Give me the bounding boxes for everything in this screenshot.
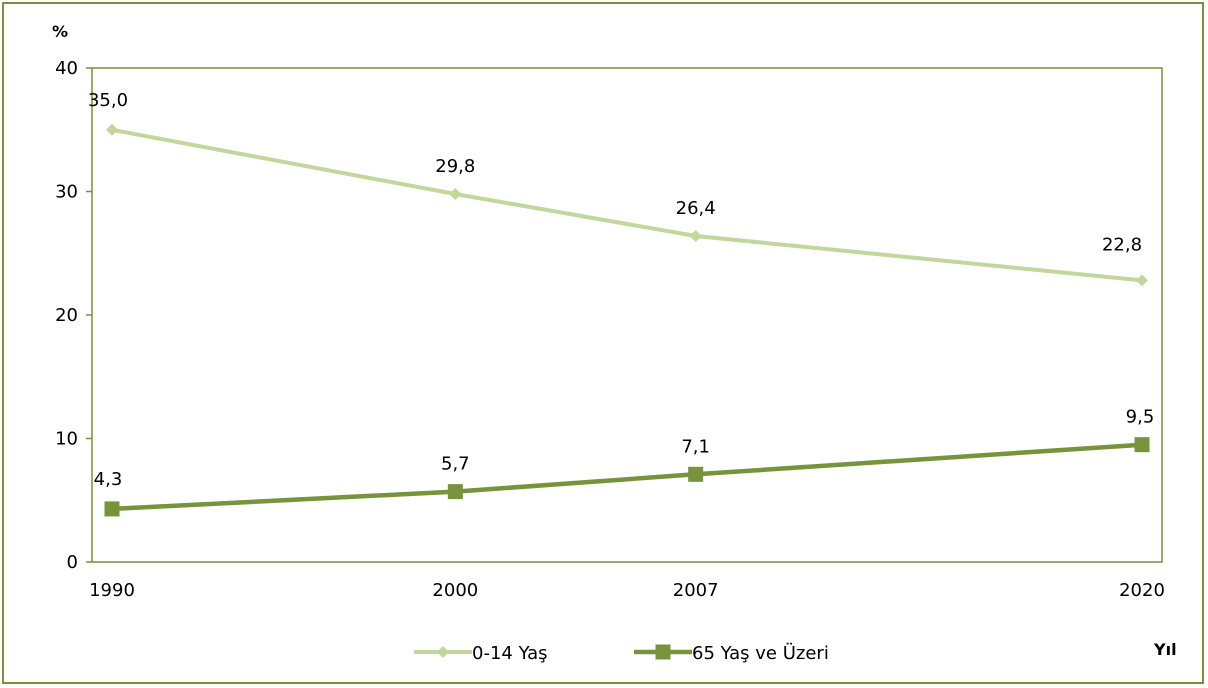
data-label: 22,8 [1102, 234, 1142, 255]
x-tick-label: 2007 [673, 580, 719, 601]
data-label: 29,8 [435, 156, 475, 177]
data-point [689, 229, 702, 242]
data-point [447, 484, 463, 500]
y-axis-label: % [52, 22, 68, 41]
data-label: 35,0 [88, 90, 128, 111]
x-axis-label: Yıl [1153, 640, 1177, 659]
y-tick-label: 30 [55, 182, 78, 203]
legend-label: 65 Yaş ve Üzeri [692, 642, 829, 664]
legend-marker [655, 644, 671, 660]
data-label: 7,1 [681, 436, 710, 457]
series-layer: 35,0 29,8 26,4 22,8 4,3 5,7 7,1 9,5 [88, 90, 1154, 517]
series-line [111, 442, 1143, 512]
plot-area [91, 67, 1163, 563]
data-point [688, 466, 704, 482]
x-axis-ticks: 1990 2000 2007 2020 [89, 580, 1165, 601]
y-axis-ticks: 0 10 20 30 40 [55, 58, 92, 573]
y-tick-label: 10 [55, 429, 78, 450]
x-tick-label: 2020 [1119, 580, 1165, 601]
x-tick-label: 1990 [89, 580, 135, 601]
data-point [1136, 274, 1148, 287]
series-65-plus: 4,3 5,7 7,1 9,5 [94, 407, 1155, 517]
data-point [1134, 437, 1150, 453]
data-label: 4,3 [94, 469, 123, 490]
legend-item-65-plus: 65 Yaş ve Üzeri [634, 642, 829, 664]
legend-marker [437, 646, 449, 658]
legend: 0-14 Yaş 65 Yaş ve Üzeri [414, 642, 829, 664]
legend-item-0-14: 0-14 Yaş [414, 643, 548, 664]
data-point [106, 123, 118, 136]
y-tick-label: 40 [55, 58, 78, 79]
legend-label: 0-14 Yaş [472, 643, 548, 664]
y-tick-label: 20 [55, 305, 78, 326]
x-tick-label: 2000 [432, 580, 478, 601]
data-point [104, 501, 120, 517]
y-tick-label: 0 [67, 552, 78, 573]
data-point [449, 187, 462, 200]
data-label: 9,5 [1126, 407, 1155, 428]
data-label: 26,4 [676, 198, 716, 219]
series-line [111, 127, 1143, 283]
series-0-14: 35,0 29,8 26,4 22,8 [88, 90, 1148, 287]
data-label: 5,7 [441, 454, 470, 475]
